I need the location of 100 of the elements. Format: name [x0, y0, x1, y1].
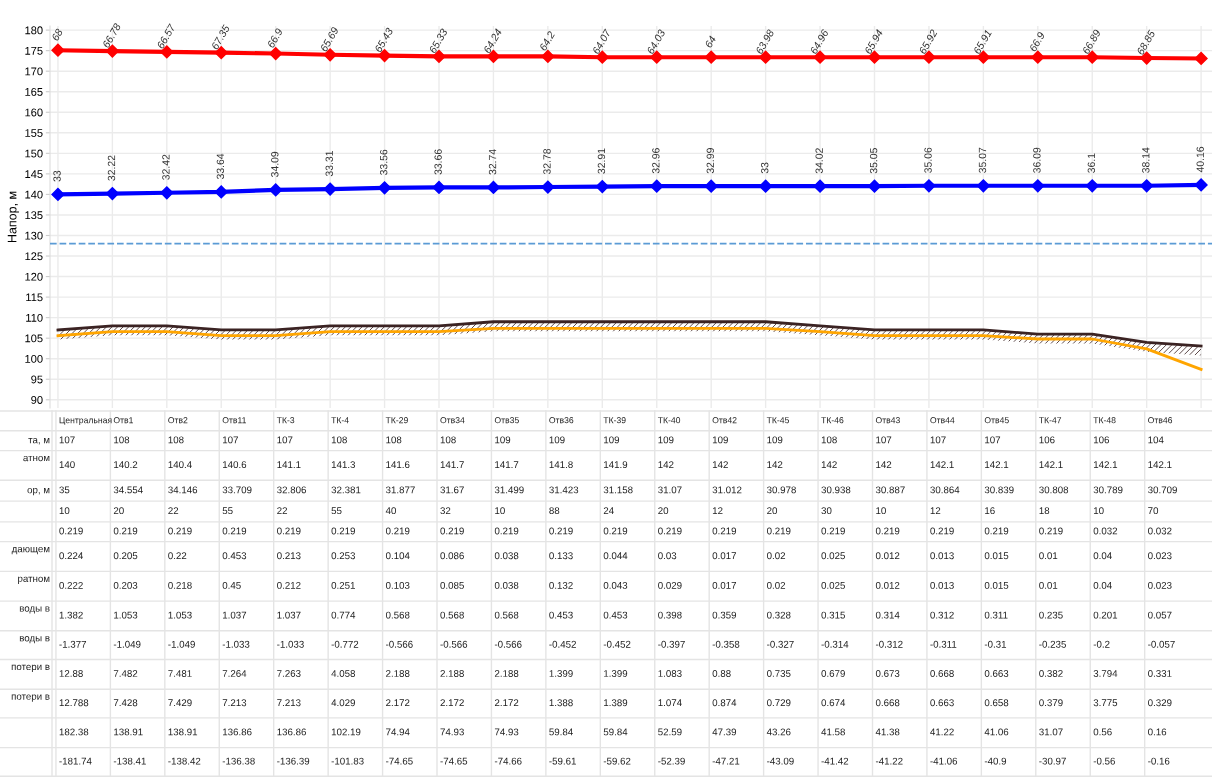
- text: 142: [658, 461, 674, 468]
- text: 0.219: [168, 527, 192, 535]
- text: 140: [59, 461, 75, 469]
- annotation: 32.91: [597, 148, 606, 174]
- text: 0.013: [930, 581, 954, 589]
- text: 0.235: [1039, 611, 1063, 619]
- text: 55: [222, 507, 233, 515]
- annotation: 33.31: [325, 151, 333, 177]
- text: 109: [658, 436, 674, 444]
- text: 0.219: [222, 527, 247, 535]
- text: -0.566: [494, 640, 522, 648]
- text: 7.263: [277, 670, 301, 677]
- text: 142: [767, 461, 783, 468]
- text: 142: [876, 461, 892, 468]
- text: 33.709: [222, 486, 252, 494]
- point: [105, 186, 119, 201]
- x-tick-label: Отв42: [712, 417, 737, 424]
- text: -1.033: [277, 640, 304, 648]
- text: 0.038: [494, 552, 519, 560]
- text: 0.331: [1148, 670, 1172, 677]
- text: 0.012: [875, 581, 900, 589]
- annotation: 36.1: [1087, 153, 1096, 173]
- text: 106: [1039, 436, 1055, 444]
- text: 32.806: [277, 486, 306, 494]
- text: 1.074: [658, 699, 682, 707]
- y-tick-label: 180: [25, 26, 43, 35]
- text: 0.012: [875, 552, 900, 560]
- text: 0.133: [549, 552, 573, 560]
- point: [269, 183, 283, 197]
- y-tick-label: 130: [25, 231, 43, 240]
- text: 0.874: [712, 699, 737, 707]
- text: 0.379: [1039, 699, 1063, 707]
- text: 1.053: [168, 611, 192, 619]
- y-tick-label: 105: [25, 334, 43, 343]
- x-tick-label: Отв2: [168, 417, 188, 424]
- text: 136.86: [277, 728, 306, 736]
- point: [486, 180, 501, 195]
- text: 0.251: [331, 581, 355, 589]
- point: [51, 187, 65, 201]
- text: 141.3: [331, 461, 356, 469]
- annotation: 32.22: [107, 155, 116, 181]
- text: 142.1: [930, 461, 954, 468]
- text: -0.312: [875, 640, 903, 648]
- text: потери в: [11, 664, 50, 673]
- text: 18: [1039, 507, 1050, 515]
- text: 104: [1148, 436, 1164, 444]
- text: 107: [930, 436, 946, 444]
- text: -43.09: [767, 757, 794, 765]
- text: 70: [1148, 507, 1159, 515]
- text: 109: [549, 436, 565, 444]
- text: 0.382: [1039, 670, 1063, 677]
- text: 22: [277, 507, 288, 514]
- text: 0.679: [821, 670, 845, 677]
- text: 0.359: [712, 611, 737, 619]
- text: 20: [113, 507, 124, 515]
- text: 52.59: [658, 728, 682, 736]
- point: [759, 179, 773, 193]
- text: 0.663: [930, 699, 954, 707]
- point: [922, 179, 936, 193]
- text: 20: [767, 507, 778, 515]
- text: 3.794: [1093, 670, 1118, 677]
- annotation: 32.74: [488, 149, 497, 175]
- text: 1.399: [604, 670, 628, 677]
- annotation: 35.07: [978, 147, 987, 173]
- text: 40: [385, 507, 396, 515]
- text: -52.39: [658, 757, 685, 765]
- text: 1.053: [114, 611, 138, 619]
- text: 142.1: [1039, 461, 1063, 468]
- text: 0.735: [767, 670, 791, 677]
- text: 0.219: [658, 527, 682, 535]
- text: 0.219: [277, 527, 301, 535]
- text: 0.328: [767, 611, 791, 619]
- text: 108: [331, 436, 347, 444]
- text: 2.172: [494, 699, 519, 707]
- text: 0.219: [113, 527, 138, 535]
- text: 102.19: [331, 728, 361, 736]
- text: 0.057: [1148, 611, 1172, 619]
- y-axis-title: Напор, м: [7, 191, 19, 243]
- text: 142.1: [1093, 461, 1118, 468]
- text: -0.452: [603, 640, 631, 648]
- text: 30.864: [930, 486, 960, 494]
- text: 0.219: [494, 527, 519, 535]
- text: 4.029: [331, 699, 355, 707]
- text: 0.453: [222, 552, 247, 560]
- y-tick-label: 115: [26, 293, 43, 302]
- annotation: 33.66: [434, 149, 442, 175]
- annotation: 32.78: [543, 148, 551, 175]
- x-tick-label: Отв11: [222, 417, 246, 424]
- text: 138.91: [114, 728, 143, 736]
- text: 0.015: [984, 552, 1009, 560]
- text: 0.132: [549, 581, 573, 589]
- text: -0.56: [1093, 757, 1115, 765]
- text: 41.58: [821, 728, 845, 736]
- text: 0.032: [1148, 527, 1172, 535]
- text: 109: [495, 436, 511, 444]
- text: 34.554: [113, 486, 143, 494]
- text: 0.729: [767, 699, 791, 707]
- text: -0.311: [930, 640, 957, 648]
- text: 0.668: [930, 670, 954, 677]
- x-tick-label: Отв44: [930, 417, 955, 424]
